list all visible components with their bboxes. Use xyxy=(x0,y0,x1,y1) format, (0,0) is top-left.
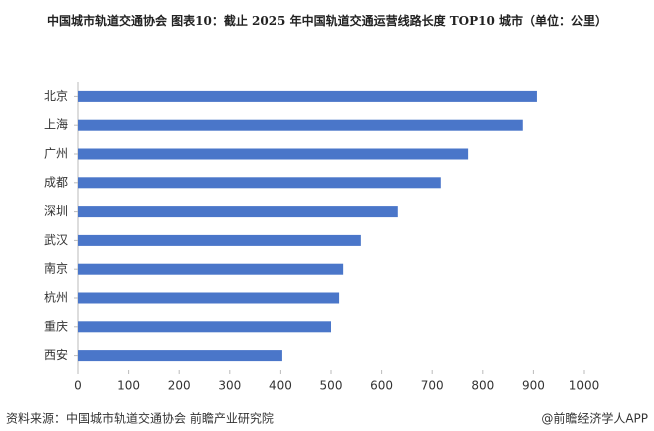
bar xyxy=(78,234,361,246)
x-tick-label: 600 xyxy=(370,379,393,393)
y-tick-label: 深圳 xyxy=(44,204,68,218)
x-tick-label: 900 xyxy=(522,379,545,393)
bar xyxy=(78,177,441,189)
bar xyxy=(78,350,282,362)
y-tick-label: 重庆 xyxy=(44,319,68,333)
x-tick-label: 700 xyxy=(421,379,444,393)
y-tick-label: 成都 xyxy=(44,175,68,189)
bar xyxy=(78,119,523,131)
bar xyxy=(78,148,469,160)
bar xyxy=(78,90,537,102)
x-tick-label: 300 xyxy=(218,379,241,393)
x-tick-label: 400 xyxy=(269,379,292,393)
y-tick-label: 武汉 xyxy=(44,233,68,247)
bar xyxy=(78,321,331,333)
x-tick-label: 800 xyxy=(471,379,494,393)
y-tick-label: 北京 xyxy=(44,89,68,103)
y-tick-label: 上海 xyxy=(44,117,68,132)
chart-title: 中国城市轨道交通协会 图表10：截止 2025 年中国轨道交通运营线路长度 TO… xyxy=(46,14,608,28)
y-tick-label: 杭州 xyxy=(44,290,68,305)
credit: @前瞻经济学人APP xyxy=(541,411,648,426)
source: 资料来源：中国城市轨道交通协会 前瞻产业研究院 xyxy=(6,411,274,426)
bar xyxy=(78,206,398,218)
y-tick-label: 南京 xyxy=(44,261,68,276)
x-tick-label: 1000 xyxy=(569,379,600,393)
x-tick-label: 500 xyxy=(320,379,343,393)
y-tick-label: 西安 xyxy=(44,347,68,362)
bar xyxy=(78,263,344,275)
bar xyxy=(78,292,340,304)
y-tick-label: 广州 xyxy=(44,147,68,161)
x-tick-label: 200 xyxy=(168,379,191,393)
x-tick-label: 100 xyxy=(117,379,140,393)
x-tick-label: 0 xyxy=(74,379,82,393)
